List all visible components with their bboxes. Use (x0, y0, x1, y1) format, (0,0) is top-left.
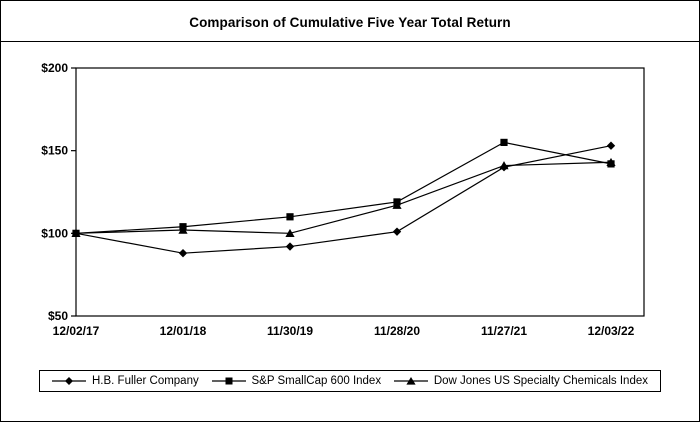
legend-item-dow-jones-specialty-chem: Dow Jones US Specialty Chemicals Index (393, 375, 648, 387)
legend-item-sp-smallcap: S&P SmallCap 600 Index (211, 375, 382, 387)
triangle-marker (178, 225, 188, 234)
series-line (75, 161, 612, 234)
x-tick-label: 11/28/20 (374, 324, 420, 338)
x-tick-label: 11/30/19 (267, 324, 313, 338)
legend-label: Dow Jones US Specialty Chemicals Index (433, 375, 648, 387)
x-tick-label: 12/01/18 (160, 324, 207, 338)
legend-label: S&P SmallCap 600 Index (251, 375, 382, 387)
triangle-marker-icon (393, 377, 428, 385)
triangle-marker (285, 228, 295, 238)
triangle-marker (499, 161, 509, 170)
diamond-marker-icon (52, 377, 86, 385)
y-tick-label: $200 (41, 61, 68, 75)
x-tick-label: 12/02/17 (53, 324, 100, 338)
chart-legend: H.B. Fuller Company S&P SmallCap 600 Ind… (39, 370, 661, 392)
chart-title: Comparison of Cumulative Five Year Total… (189, 15, 511, 30)
title-divider (1, 41, 699, 42)
y-tick-label: $150 (41, 144, 68, 158)
series-line (75, 145, 612, 254)
triangle-marker (392, 200, 402, 209)
diamond-marker (285, 242, 295, 251)
square-marker (286, 213, 294, 221)
legend-item-hb-fuller: H.B. Fuller Company (52, 375, 199, 387)
diamond-marker (178, 248, 188, 258)
plot-border (75, 67, 645, 317)
chart-canvas: $50 $100 $150 $200 12/02/17 12/01/18 11/30/19 1… (41, 61, 645, 338)
diamond-marker (392, 227, 402, 236)
y-tick-label: $50 (48, 309, 68, 323)
triangle-marker (606, 157, 616, 166)
y-tick-label: $100 (41, 226, 68, 240)
square-marker (500, 138, 508, 146)
series-line (75, 141, 612, 234)
x-tick-label: 12/03/22 (588, 324, 635, 338)
triangle-marker (71, 228, 81, 238)
square-marker-icon (211, 377, 246, 385)
legend-label: H.B. Fuller Company (92, 375, 199, 387)
x-tick-label: 11/27/21 (481, 324, 527, 338)
diamond-marker (606, 141, 616, 150)
